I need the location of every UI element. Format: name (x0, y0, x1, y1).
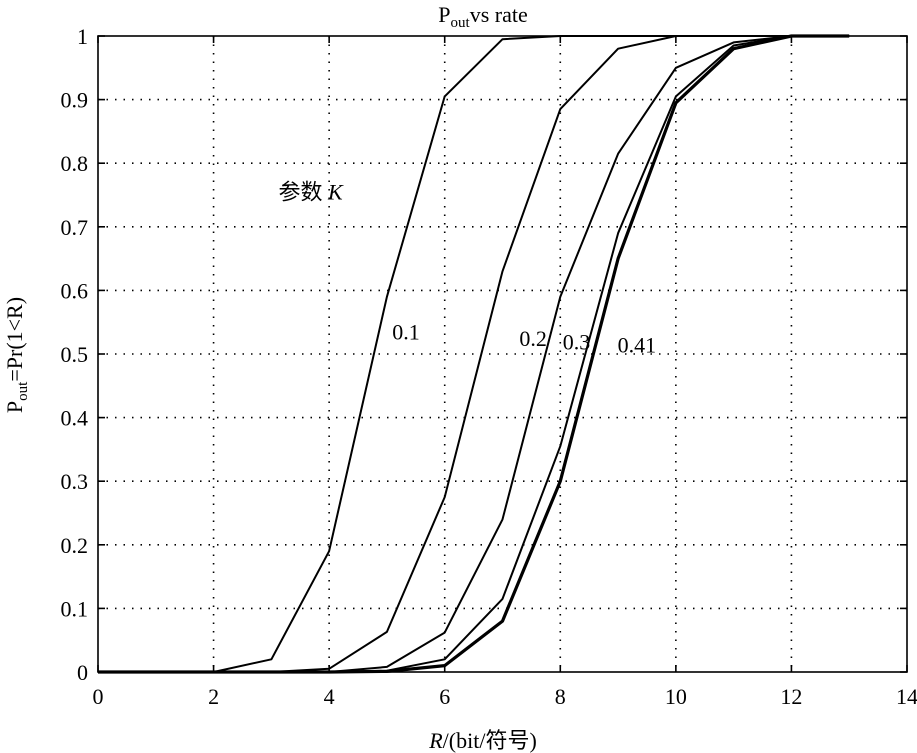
param-k-label: 参数 K (278, 180, 344, 205)
x-axis-label-italic: R (428, 728, 443, 753)
y-tick-label: 0.7 (61, 215, 89, 240)
y-tick-label: 1 (77, 24, 88, 49)
x-tick-label: 2 (208, 684, 219, 709)
y-axis-label-rest: =Pr(1<R) (2, 297, 27, 382)
y-tick-label: 0.1 (61, 596, 89, 621)
title-main: P (438, 2, 450, 27)
k-value-label: 0.41 (618, 332, 657, 357)
y-tick-label: 0.9 (61, 88, 89, 113)
y-tick-label: 0.6 (61, 278, 89, 303)
axis-ticks: 0 2 4 6 8 10 12 14 0 0.1 0.2 0.3 0.4 0.5 0.6 0.7 0.8 0.9 1 (61, 24, 917, 709)
x-tick-label: 14 (896, 684, 917, 709)
title-subscript: out (451, 15, 471, 31)
k-value-label: 0.2 (519, 326, 547, 351)
x-axis-label: R/(bit/符号) (428, 728, 537, 753)
y-tick-label: 0 (77, 660, 88, 685)
grid (98, 36, 907, 672)
y-axis-label-main: P (2, 401, 27, 413)
y-tick-label: 0.3 (61, 469, 89, 494)
annotations: 参数 K 0.1 0.2 0.3 0.41 (278, 180, 656, 358)
y-tick-label: 0.5 (61, 342, 89, 367)
y-axis-label: Pout=Pr(1<R) (2, 297, 31, 413)
x-axis-label-rest: /(bit/符号) (443, 728, 537, 753)
x-tick-label: 4 (324, 684, 335, 709)
param-k-text: 参数 (278, 180, 328, 205)
chart-title: Poutvs rate (438, 2, 527, 31)
k-value-label: 0.1 (392, 320, 420, 345)
k-value-label: 0.3 (563, 329, 591, 354)
param-k-symbol: K (327, 180, 344, 205)
x-tick-label: 0 (93, 684, 104, 709)
x-tick-label: 6 (439, 684, 450, 709)
x-tick-label: 8 (555, 684, 566, 709)
y-tick-label: 0.4 (61, 406, 89, 431)
x-tick-label: 12 (780, 684, 802, 709)
y-tick-label: 0.8 (61, 151, 89, 176)
y-tick-label: 0.2 (61, 533, 89, 558)
x-tick-label: 10 (665, 684, 687, 709)
title-rest: vs rate (470, 2, 528, 27)
plot-frame (97, 35, 908, 673)
y-axis-label-subscript: out (15, 381, 31, 401)
